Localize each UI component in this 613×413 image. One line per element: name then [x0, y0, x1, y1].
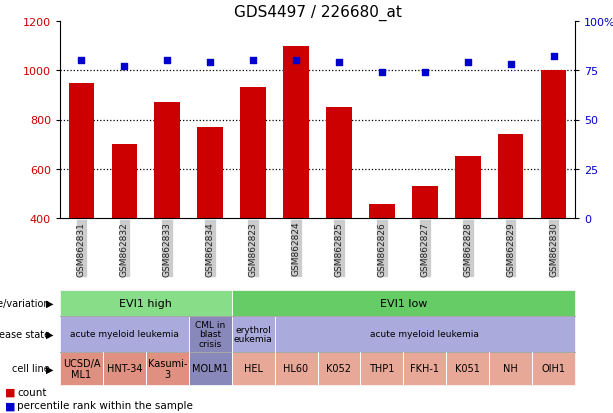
- Text: Kasumi-
3: Kasumi- 3: [148, 358, 187, 379]
- Point: [291, 58, 301, 64]
- Point: [205, 60, 215, 66]
- Text: cell line: cell line: [12, 363, 50, 374]
- Bar: [498, 135, 524, 218]
- Bar: [69, 83, 94, 218]
- Point: [377, 70, 387, 76]
- Text: OIH1: OIH1: [541, 363, 566, 374]
- Bar: [112, 145, 137, 218]
- Text: MOLM1: MOLM1: [192, 363, 228, 374]
- Bar: [283, 47, 309, 218]
- Text: count: count: [17, 387, 47, 397]
- Text: EVI1 high: EVI1 high: [120, 298, 172, 308]
- Point: [248, 58, 258, 64]
- Text: UCSD/A
ML1: UCSD/A ML1: [63, 358, 100, 379]
- Text: K051: K051: [455, 363, 480, 374]
- Text: CML in
blast
crisis: CML in blast crisis: [195, 320, 226, 348]
- Text: disease state: disease state: [0, 329, 50, 339]
- Text: ▶: ▶: [45, 329, 53, 339]
- Text: genotype/variation: genotype/variation: [0, 298, 50, 308]
- Text: percentile rank within the sample: percentile rank within the sample: [17, 400, 193, 410]
- Text: acute myeloid leukemia: acute myeloid leukemia: [370, 330, 479, 339]
- Text: NH: NH: [503, 363, 518, 374]
- Point: [162, 58, 172, 64]
- Text: ■: ■: [5, 387, 15, 397]
- Point: [120, 64, 129, 71]
- Bar: [240, 88, 266, 218]
- Text: HL60: HL60: [283, 363, 308, 374]
- Point: [420, 70, 430, 76]
- Bar: [369, 205, 395, 218]
- Text: EVI1 low: EVI1 low: [379, 298, 427, 308]
- Bar: [455, 157, 481, 218]
- Point: [463, 60, 473, 66]
- Bar: [154, 103, 180, 218]
- Point: [77, 58, 86, 64]
- Point: [506, 62, 516, 69]
- Bar: [197, 128, 223, 218]
- Bar: [541, 71, 566, 218]
- Text: acute myeloid leukemia: acute myeloid leukemia: [70, 330, 179, 339]
- Point: [549, 54, 558, 61]
- Bar: [412, 187, 438, 218]
- Text: ▶: ▶: [45, 363, 53, 374]
- Title: GDS4497 / 226680_at: GDS4497 / 226680_at: [234, 5, 402, 21]
- Text: ■: ■: [5, 400, 15, 410]
- Text: HNT-34: HNT-34: [107, 363, 142, 374]
- Point: [334, 60, 344, 66]
- Text: ▶: ▶: [45, 298, 53, 308]
- Text: erythrol
eukemia: erythrol eukemia: [234, 325, 273, 344]
- Text: FKH-1: FKH-1: [410, 363, 440, 374]
- Text: K052: K052: [327, 363, 351, 374]
- Text: HEL: HEL: [243, 363, 262, 374]
- Bar: [326, 108, 352, 218]
- Text: THP1: THP1: [369, 363, 395, 374]
